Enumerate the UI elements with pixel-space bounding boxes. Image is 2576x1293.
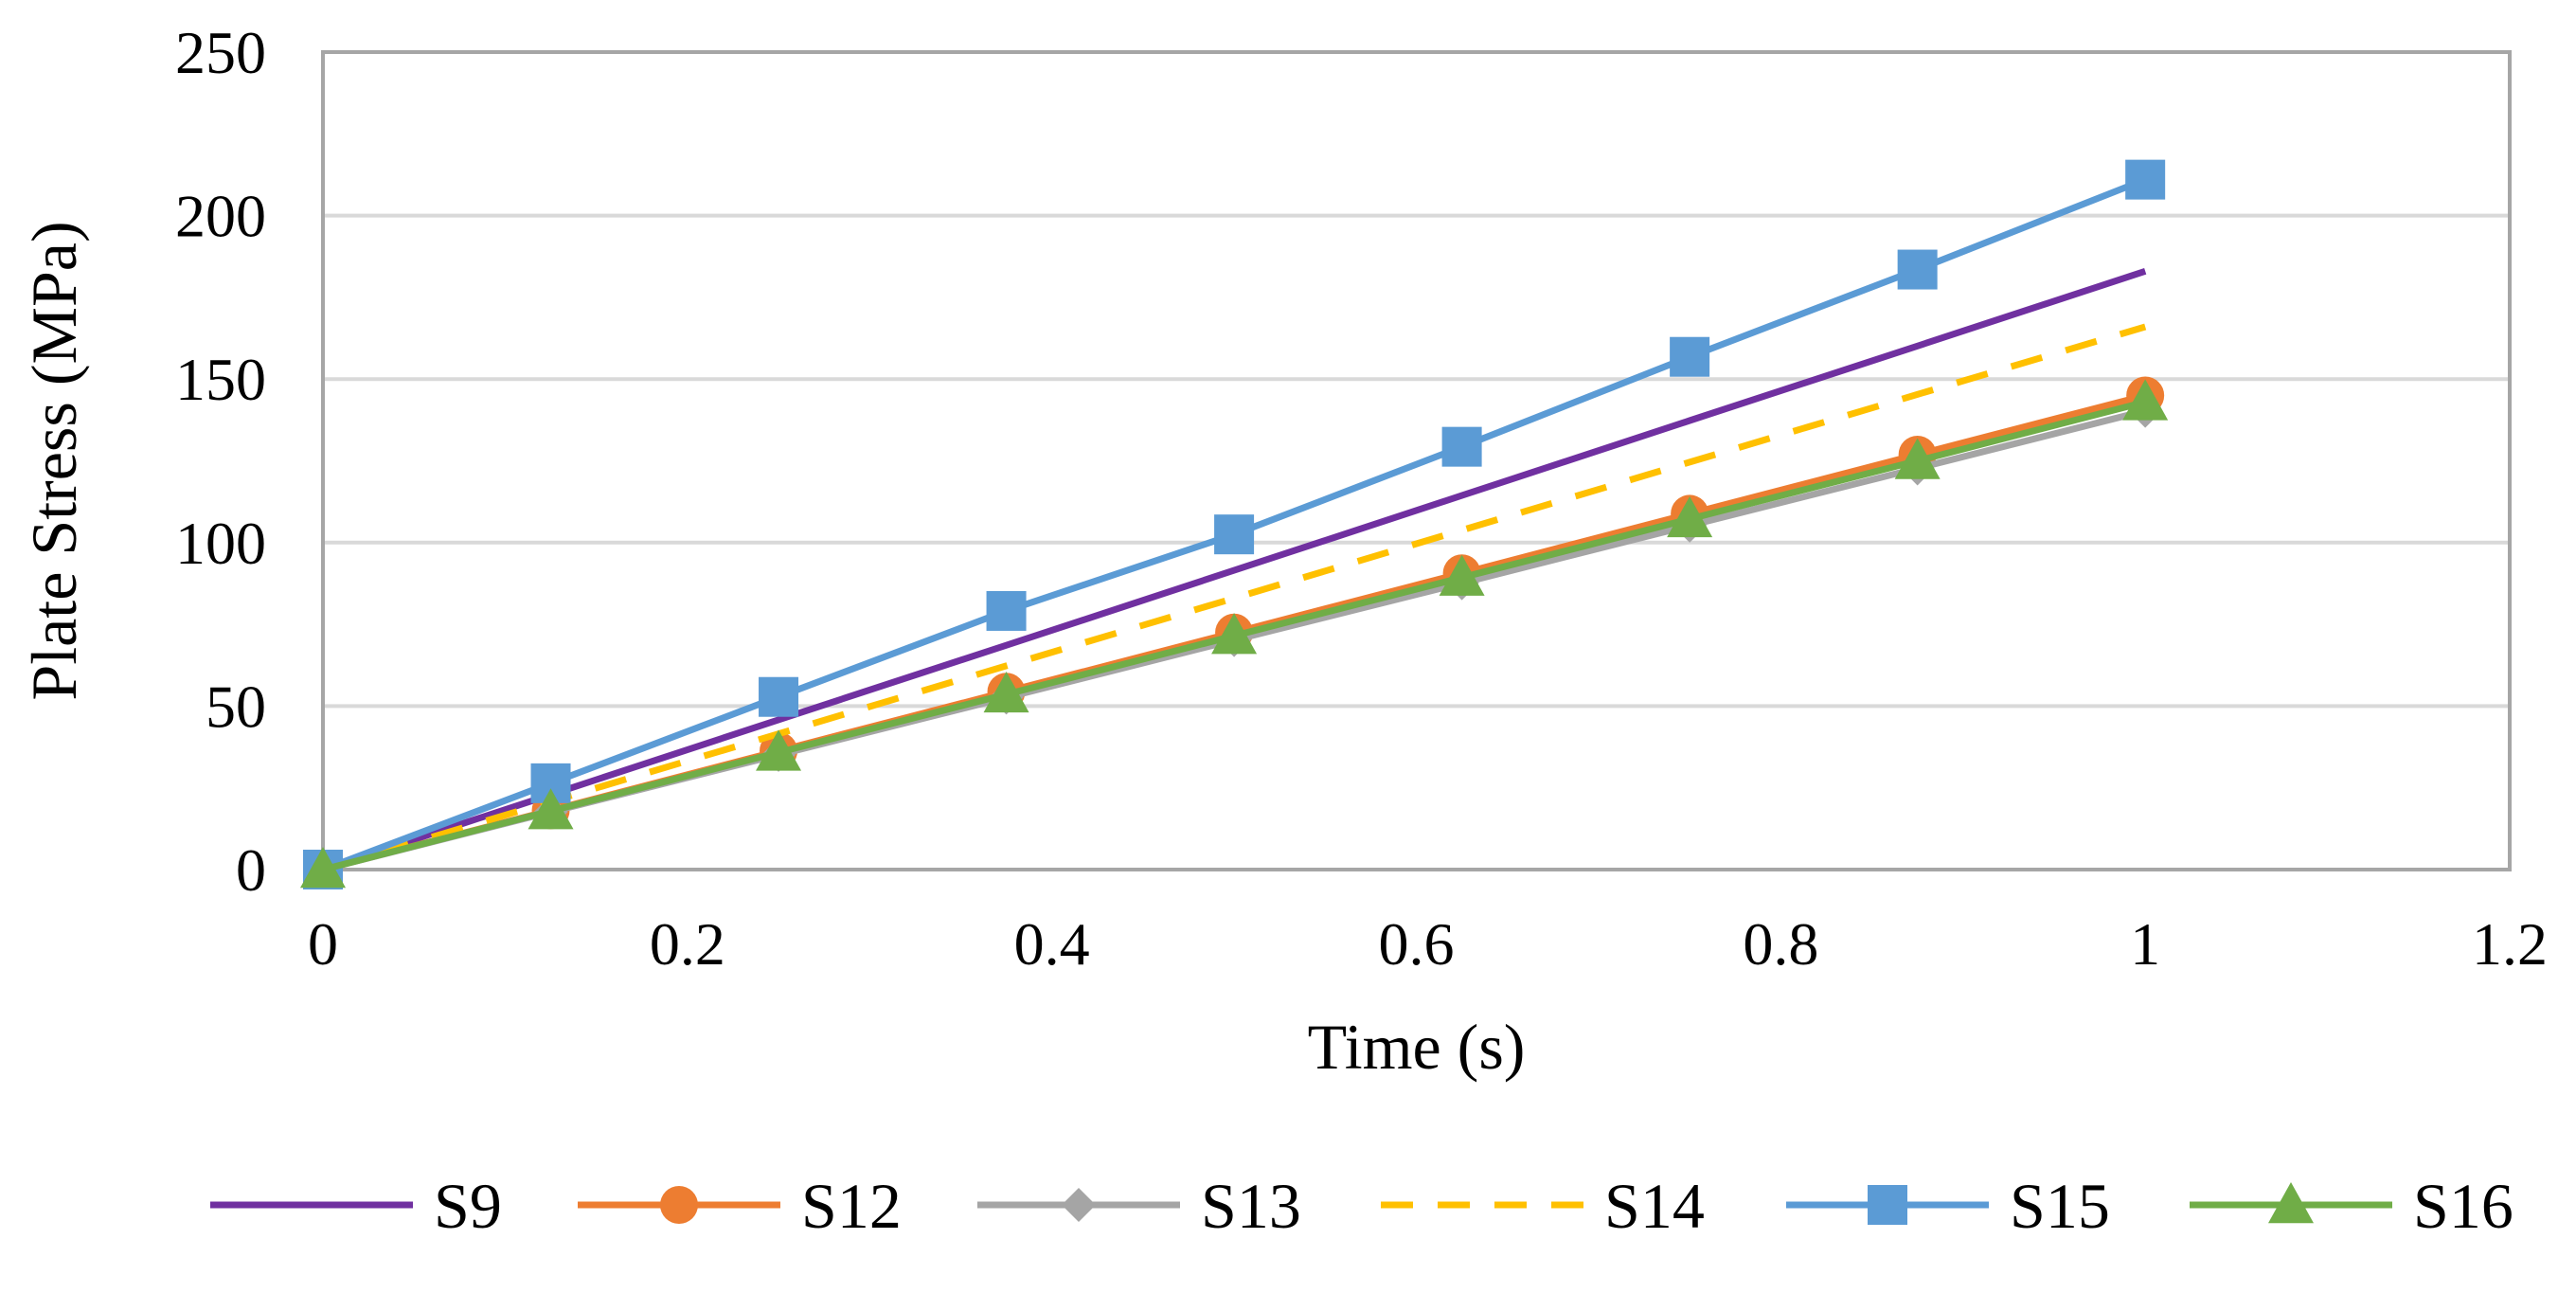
data-point-s15 [1214, 514, 1255, 555]
y-axis-title: Plate Stress (MPa) [18, 221, 90, 700]
x-tick-label: 0 [308, 910, 338, 978]
series-lines [300, 159, 2169, 889]
y-tick-label: 200 [175, 183, 266, 250]
x-tick-label: 1 [2130, 910, 2160, 978]
legend-label: S16 [2413, 1170, 2513, 1242]
data-point-s16 [1894, 438, 1941, 479]
series-line-s9 [321, 267, 2147, 873]
data-point-s16 [1667, 495, 1713, 538]
legend-marker [1868, 1185, 1907, 1225]
x-tick-label: 0.8 [1743, 910, 1818, 978]
x-axis-ticks: 0 0.2 0.4 0.6 0.8 1 1.2 [308, 910, 2548, 978]
x-tick-label: 0.4 [1014, 910, 1090, 978]
data-point-s16 [1439, 554, 1485, 596]
legend-item-s13: S13 [977, 1170, 1301, 1242]
plot-area-frame [321, 50, 2512, 871]
legend-item-s16: S16 [2190, 1170, 2513, 1242]
x-tick-label: 0.2 [650, 910, 725, 978]
legend-label: S12 [801, 1170, 902, 1242]
data-point-s16 [2122, 379, 2169, 421]
x-tick-label: 0.6 [1379, 910, 1455, 978]
gridlines [323, 213, 2510, 709]
legend-marker [2268, 1182, 2314, 1224]
series-s9 [321, 267, 2147, 873]
data-point-s16 [756, 729, 802, 771]
legend-marker [1062, 1188, 1096, 1222]
data-point-s16 [1211, 613, 1258, 655]
legend-label: S9 [434, 1170, 502, 1242]
y-tick-label: 250 [175, 19, 266, 86]
y-tick-label: 150 [175, 346, 266, 413]
series-line-s14 [321, 323, 2147, 873]
series-s16 [300, 379, 2169, 889]
y-axis-ticks: 0 50 100 150 200 250 [175, 19, 266, 904]
legend-item-s12: S12 [578, 1170, 902, 1242]
legend: S9 S12 S13 S14 S15 S16 [210, 1170, 2513, 1242]
data-point-s15 [986, 590, 1027, 631]
data-point-s15 [2125, 159, 2166, 200]
data-point-s15 [1897, 249, 1938, 290]
x-axis-title: Time (s) [1308, 1011, 1526, 1083]
data-point-s16 [300, 847, 346, 889]
series-s15 [303, 159, 2166, 889]
data-point-s15 [1441, 426, 1482, 467]
data-point-s15 [1670, 336, 1710, 377]
legend-marker [660, 1186, 698, 1224]
data-point-s16 [983, 671, 1029, 713]
series-s14 [321, 323, 2147, 873]
legend-item-s15: S15 [1786, 1170, 2110, 1242]
legend-label: S15 [2010, 1170, 2110, 1242]
legend-label: S14 [1604, 1170, 1705, 1242]
legend-label: S13 [1201, 1170, 1301, 1242]
data-point-s15 [759, 676, 799, 717]
legend-item-s9: S9 [210, 1170, 502, 1242]
y-tick-label: 50 [206, 673, 266, 740]
legend-item-s14: S14 [1381, 1170, 1705, 1242]
y-tick-label: 100 [175, 510, 266, 577]
x-tick-label: 1.2 [2472, 910, 2548, 978]
data-point-s16 [528, 788, 574, 830]
y-tick-label: 0 [236, 836, 266, 904]
